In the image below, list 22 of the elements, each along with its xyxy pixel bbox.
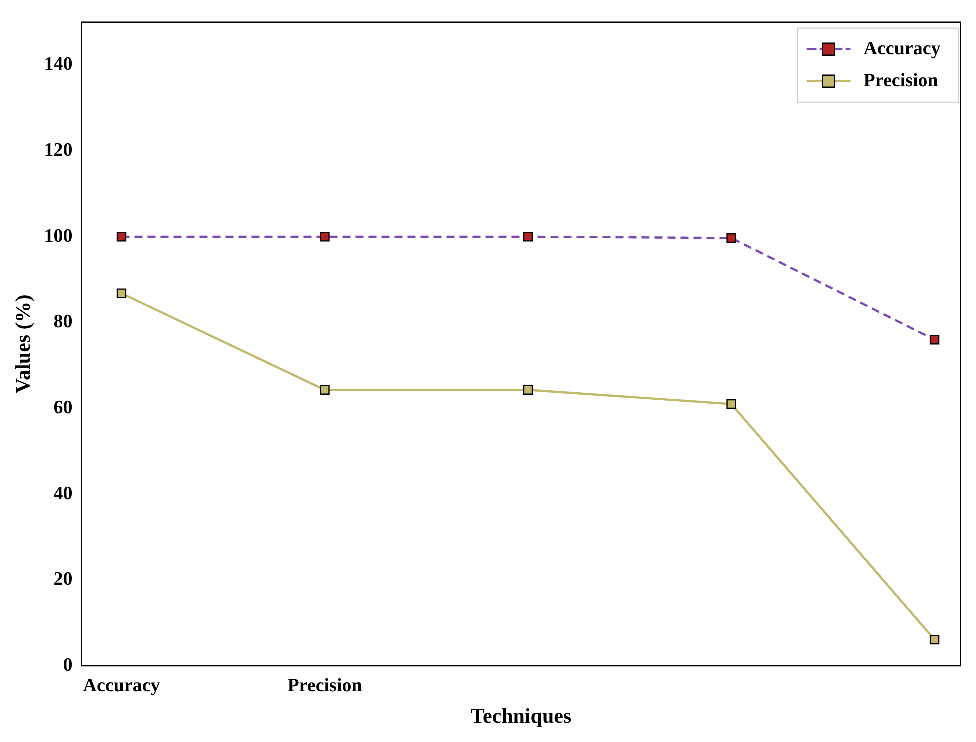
y-tick-label: 60 — [54, 397, 73, 418]
y-tick-label: 120 — [44, 140, 73, 162]
point — [523, 385, 534, 395]
y-tick-label: 100 — [44, 226, 73, 247]
y-tick-label: 140 — [44, 54, 73, 76]
y-tick-label: 80 — [54, 312, 73, 333]
y-tick-label: 0 — [63, 654, 73, 676]
point — [930, 335, 940, 345]
y-tick-label: 20 — [54, 569, 73, 590]
point — [116, 232, 127, 242]
point — [930, 634, 940, 645]
y-axis-title: Values (%) — [11, 294, 36, 394]
x-axis-title: Techniques — [470, 704, 572, 728]
point — [726, 233, 736, 244]
point — [726, 399, 736, 410]
y-tick-label: 40 — [54, 483, 73, 504]
legend-label: Accuracy — [864, 38, 942, 60]
point — [320, 232, 330, 242]
point — [320, 385, 330, 395]
point — [523, 232, 534, 242]
point — [116, 288, 127, 298]
legend-label: Precision — [864, 70, 939, 92]
